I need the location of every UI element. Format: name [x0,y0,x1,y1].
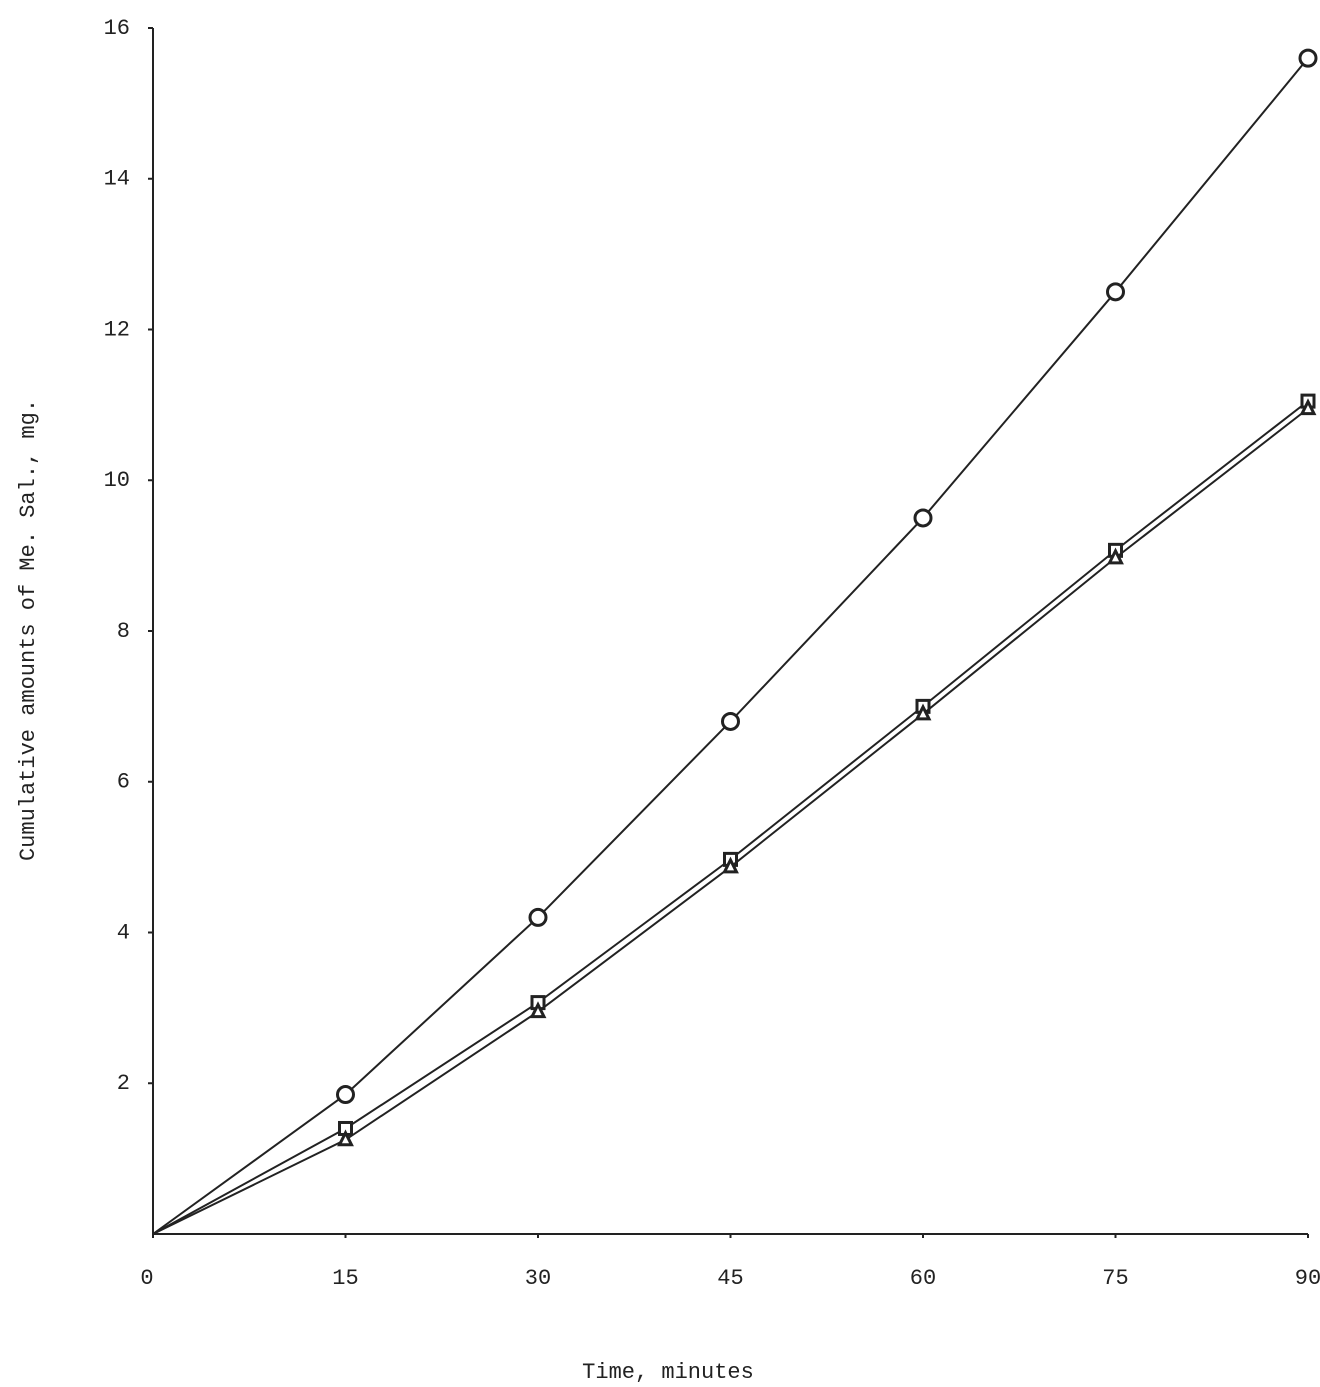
marker [528,907,548,927]
y-tick-label: 8 [117,619,130,644]
x-tick-label: 90 [1295,1266,1320,1291]
marker [529,1001,547,1019]
marker [336,1085,355,1105]
x-tick-label: 75 [1102,1266,1128,1291]
series-line [152,407,1309,1235]
y-axis-label: Cumulative amounts of Me. Sal., mg. [16,399,41,861]
y-tick-label: 2 [117,1071,130,1096]
x-tick-label: 30 [525,1266,551,1291]
y-tick-label: 12 [104,317,130,342]
x-tick-label: 15 [332,1266,358,1291]
marker [1107,547,1124,565]
marker [722,856,739,874]
marker [914,703,932,721]
marker [1106,282,1125,302]
series-line [152,57,1309,1235]
x-tick-label: 45 [717,1266,743,1291]
x-tick-label: 60 [910,1266,936,1291]
y-tick-label: 16 [104,16,130,41]
x-tick-label: 0 [140,1266,153,1291]
y-tick-label: 14 [104,167,130,192]
marker [337,1129,354,1147]
y-tick-label: 6 [117,770,130,795]
marker [1298,48,1318,68]
y-tick-label: 10 [104,468,130,493]
marker [913,508,933,528]
x-axis-label: Time, minutes [582,1360,754,1385]
y-tick-label: 4 [117,920,130,945]
marker [721,711,740,731]
marker [1299,398,1317,416]
